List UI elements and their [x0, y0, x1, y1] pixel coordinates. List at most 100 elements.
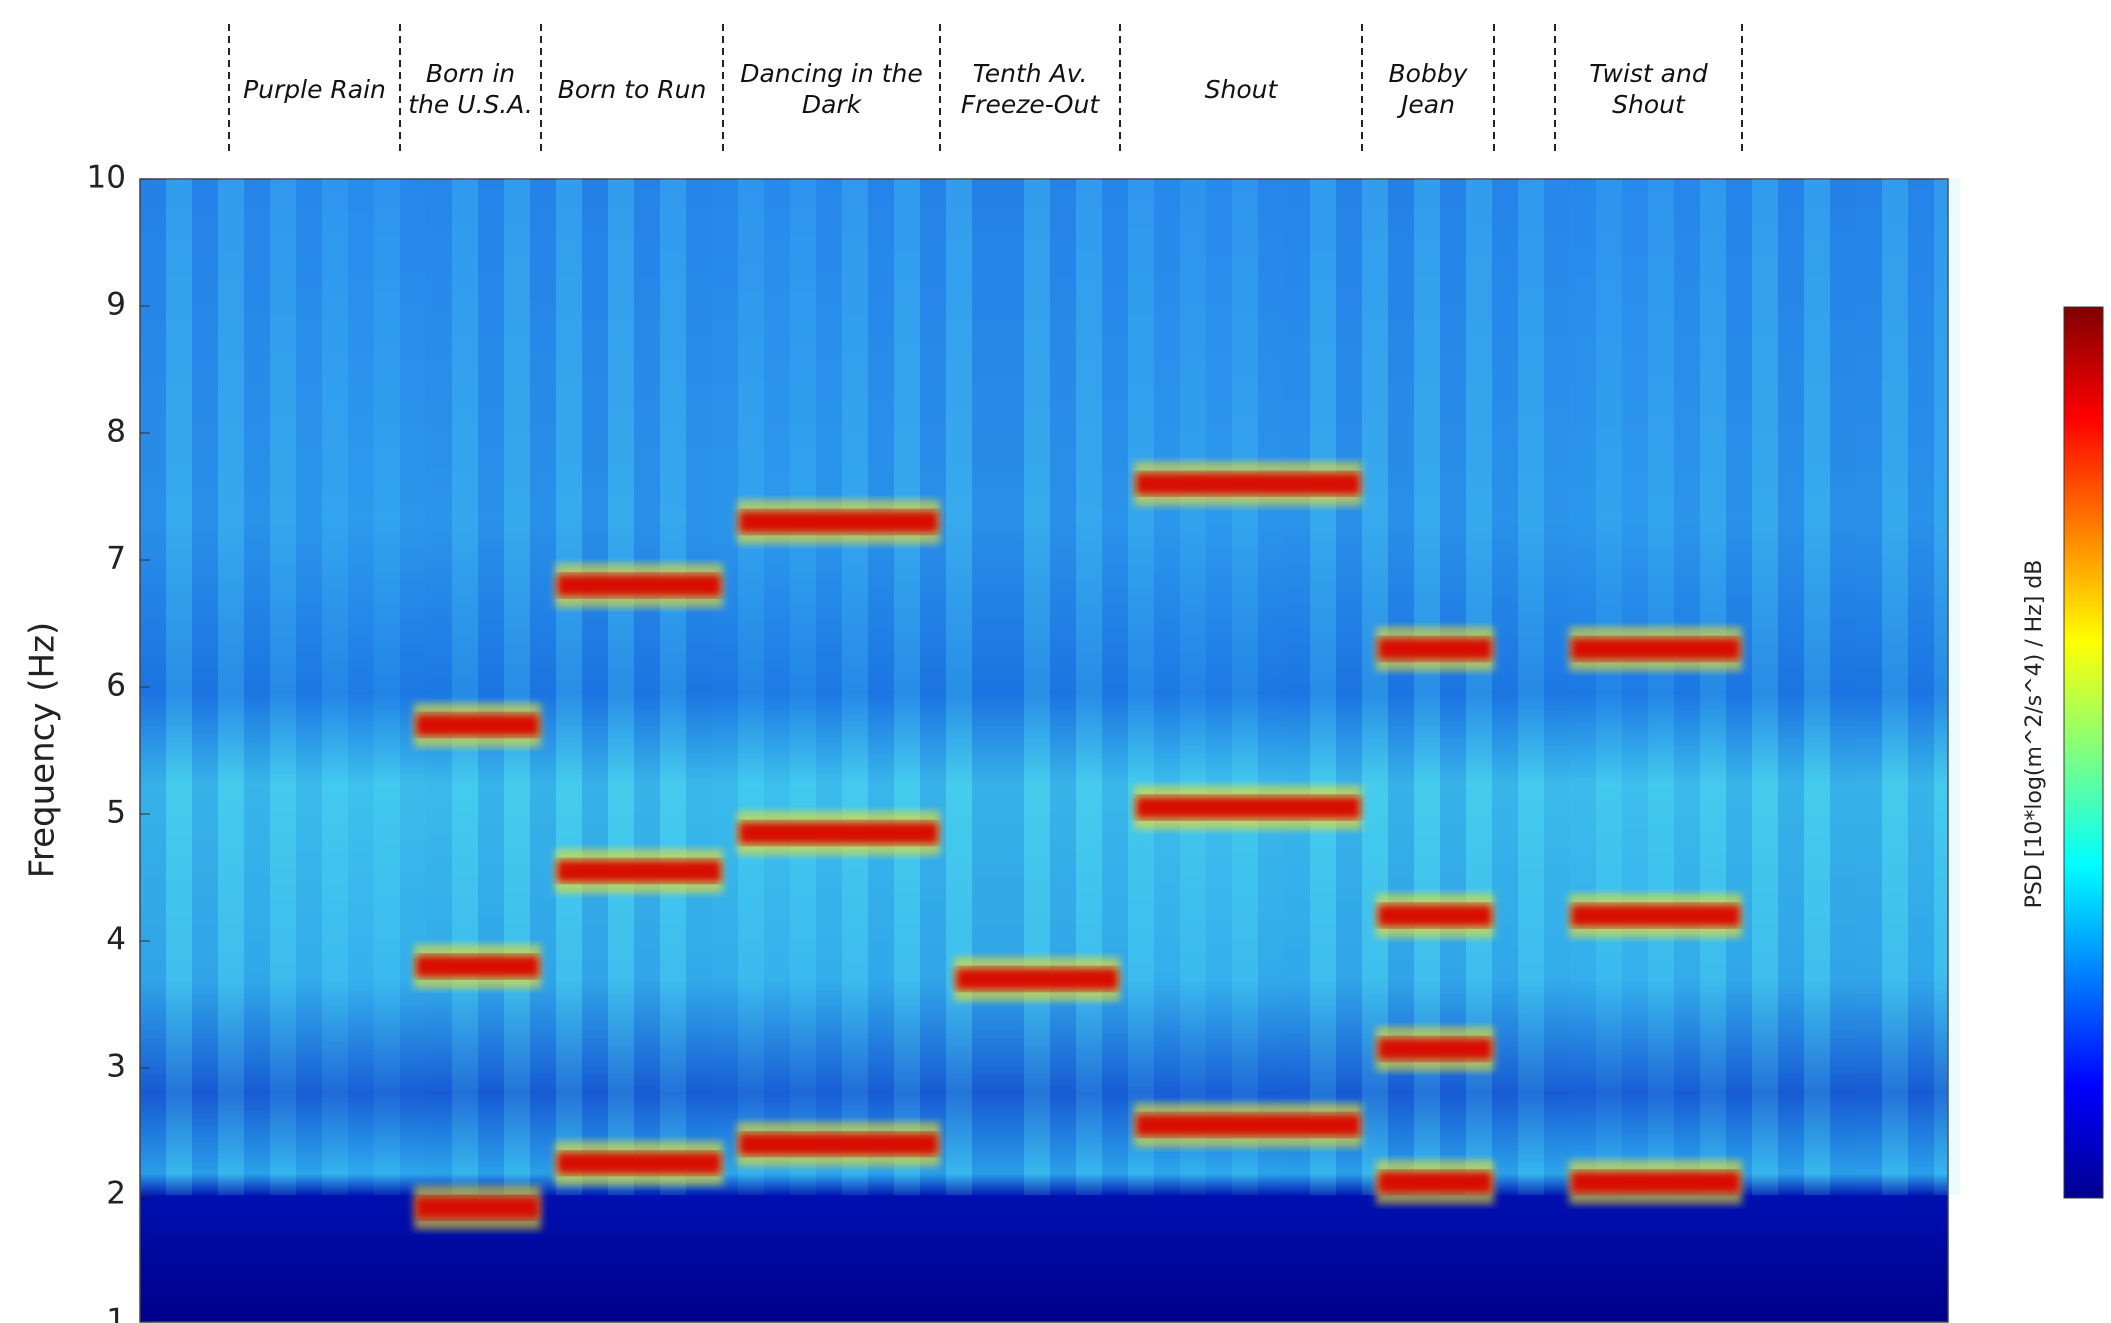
texture	[738, 179, 764, 1195]
texture	[452, 179, 478, 1195]
texture	[1622, 179, 1648, 1195]
texture	[1492, 179, 1518, 1195]
texture	[790, 179, 816, 1195]
segment-label: Twist and Shout	[1589, 59, 1708, 119]
texture	[1440, 179, 1466, 1195]
texture	[1856, 179, 1882, 1195]
colorbar	[2063, 306, 2104, 1199]
texture	[1076, 179, 1102, 1195]
y-tick-label: 10	[87, 160, 126, 196]
texture	[660, 179, 686, 1195]
segment-label: Shout	[1204, 74, 1278, 104]
texture	[686, 179, 712, 1195]
texture	[816, 179, 842, 1195]
texture	[1102, 179, 1128, 1195]
texture	[1544, 179, 1570, 1195]
y-tick-label: 9	[106, 287, 126, 323]
texture	[946, 179, 972, 1195]
peak	[1136, 1114, 1360, 1137]
texture	[1570, 179, 1596, 1195]
y-axis-label: Frequency (Hz)	[23, 622, 63, 878]
texture	[218, 179, 244, 1195]
texture	[1466, 179, 1492, 1195]
texture	[478, 179, 504, 1195]
texture	[868, 179, 894, 1195]
texture	[1310, 179, 1336, 1195]
texture	[1024, 179, 1050, 1195]
texture	[322, 179, 348, 1195]
segment-label: Bobby Jean	[1388, 59, 1468, 119]
texture	[1778, 179, 1804, 1195]
peak	[557, 860, 721, 883]
texture	[1180, 179, 1206, 1195]
y-tick-label: 8	[106, 414, 126, 450]
peak	[1571, 637, 1740, 660]
peak	[739, 1133, 938, 1156]
texture	[400, 179, 426, 1195]
peak	[416, 955, 539, 978]
texture	[894, 179, 920, 1195]
texture	[192, 179, 218, 1195]
peak	[1378, 904, 1492, 927]
peak	[416, 714, 539, 737]
texture	[764, 179, 790, 1195]
texture	[582, 179, 608, 1195]
y-tick-label: 7	[106, 541, 126, 577]
texture	[920, 179, 946, 1195]
texture	[608, 179, 634, 1195]
peak	[1571, 1171, 1740, 1194]
y-tick-label: 1	[106, 1303, 126, 1323]
peak	[1136, 472, 1360, 495]
texture	[1804, 179, 1830, 1195]
texture	[296, 179, 322, 1195]
plot-area	[139, 178, 1949, 1323]
y-tick-label: 3	[106, 1049, 126, 1085]
peak	[557, 574, 721, 597]
colorbar-label: PSD [10*log(m^2/s^4) / Hz] dB	[2022, 560, 2047, 909]
texture	[504, 179, 530, 1195]
texture	[1830, 179, 1856, 1195]
texture	[1206, 179, 1232, 1195]
segment-label: Tenth Av. Freeze-Out	[960, 59, 1100, 119]
texture	[426, 179, 452, 1195]
texture	[556, 179, 582, 1195]
texture	[1674, 179, 1700, 1195]
texture	[1336, 179, 1362, 1195]
peak	[739, 822, 938, 845]
texture	[1700, 179, 1726, 1195]
peak	[739, 510, 938, 533]
texture	[1934, 179, 1960, 1195]
peak	[416, 1196, 539, 1219]
texture	[1414, 179, 1440, 1195]
texture	[1284, 179, 1310, 1195]
segment-label: Purple Rain	[243, 74, 386, 104]
segment-label: Born in the U.S.A.	[408, 59, 533, 119]
texture	[1908, 179, 1934, 1195]
segment-label: Dancing in the Dark	[740, 59, 923, 119]
texture	[348, 179, 374, 1195]
peak	[557, 1152, 721, 1175]
texture	[1362, 179, 1388, 1195]
texture	[166, 179, 192, 1195]
texture	[1648, 179, 1674, 1195]
peak	[1136, 796, 1360, 819]
texture	[1518, 179, 1544, 1195]
peak	[1378, 1037, 1492, 1060]
texture	[1726, 179, 1752, 1195]
y-tick-label: 2	[106, 1176, 126, 1212]
texture	[1154, 179, 1180, 1195]
texture	[530, 179, 556, 1195]
texture	[1882, 179, 1908, 1195]
texture	[634, 179, 660, 1195]
segment-label: Born to Run	[557, 74, 707, 104]
peak	[956, 968, 1118, 991]
peak	[1571, 904, 1740, 927]
texture	[1388, 179, 1414, 1195]
texture	[1596, 179, 1622, 1195]
texture	[1128, 179, 1154, 1195]
y-tick-label: 5	[106, 795, 126, 831]
texture	[270, 179, 296, 1195]
texture	[1258, 179, 1284, 1195]
